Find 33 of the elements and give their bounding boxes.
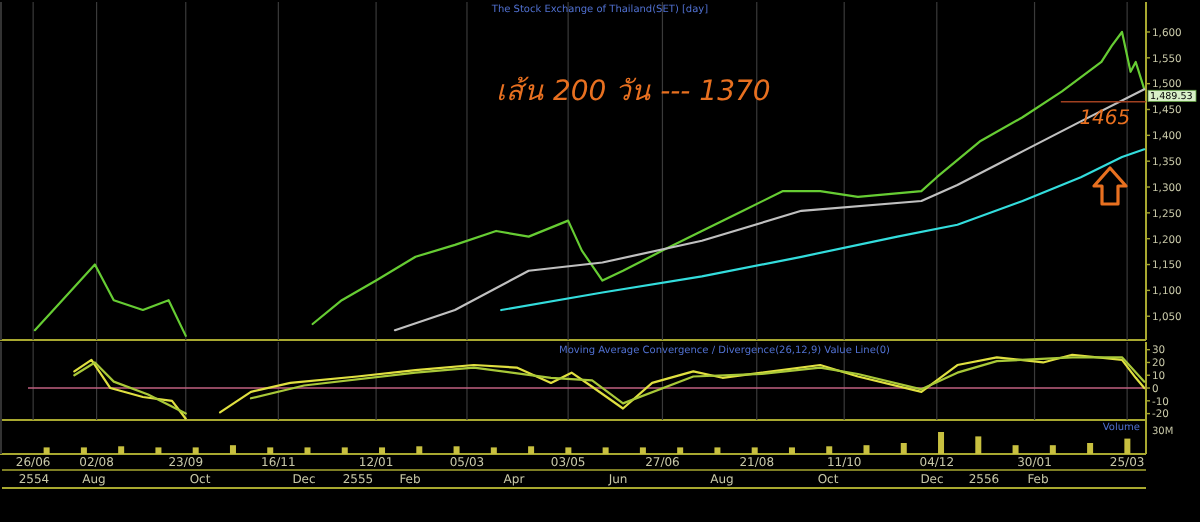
bar xyxy=(43,447,50,454)
bar xyxy=(379,447,386,454)
bar xyxy=(751,447,758,454)
bar xyxy=(714,447,721,454)
bar xyxy=(639,447,646,454)
bar xyxy=(304,447,311,454)
bar xyxy=(341,447,348,454)
bar xyxy=(1012,445,1019,454)
bar xyxy=(453,446,460,454)
line-series xyxy=(500,148,1146,312)
bar xyxy=(788,447,795,454)
bar xyxy=(490,447,497,454)
bar xyxy=(602,447,609,454)
bar xyxy=(900,443,907,454)
bar xyxy=(229,445,236,454)
annotation: เส้น 200 วัน --- 1370 xyxy=(496,76,771,108)
annotation: 1465 xyxy=(1079,107,1131,130)
bar xyxy=(80,447,87,454)
bar xyxy=(155,447,162,454)
bar xyxy=(863,445,870,454)
bar xyxy=(1049,445,1056,454)
bar xyxy=(192,447,199,454)
bar xyxy=(1124,438,1131,454)
bar xyxy=(1087,443,1094,454)
bar xyxy=(975,436,982,454)
bar xyxy=(677,447,684,454)
bar xyxy=(938,432,945,454)
bar xyxy=(565,447,572,454)
bar xyxy=(267,447,274,454)
bar xyxy=(528,446,535,454)
bar xyxy=(826,446,833,454)
bar xyxy=(118,446,125,454)
bar xyxy=(416,446,423,454)
